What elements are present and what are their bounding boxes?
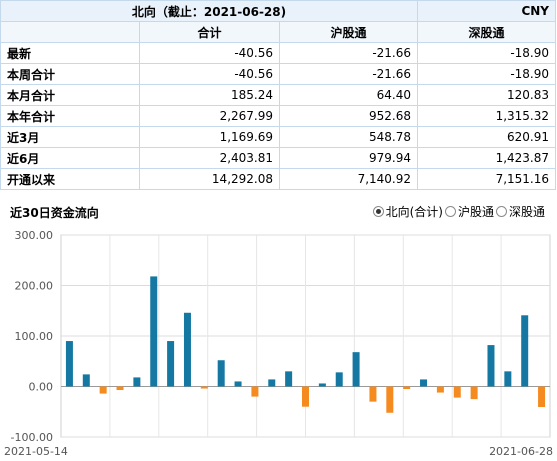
radio-selected-icon [372,206,384,217]
series-radio-group: 北向(合计) 沪股通 深股通 [372,203,545,220]
column-header-total: 合计 [139,21,280,43]
flow-bar [352,352,360,387]
flow-bar [403,386,411,390]
flow-bar [504,371,512,387]
total-value: -40.56 [139,42,280,64]
total-value: 1,169.69 [139,126,280,148]
table-row: 近3月 1,169.69 548.78 620.91 [0,126,556,148]
radio-shenzhen-connect[interactable]: 深股通 [495,203,545,220]
radio-shanghai-connect[interactable]: 沪股通 [444,203,494,220]
total-value: 2,403.81 [139,147,280,169]
row-label: 本年合计 [0,105,140,127]
shenzhen-value: 1,423.87 [417,147,556,169]
column-header-row: 合计 沪股通 深股通 [0,21,556,43]
corner-cell [0,21,140,43]
flow-bar [335,372,343,387]
flow-bar [318,383,326,387]
column-header-shenzhen: 深股通 [417,21,556,43]
shanghai-value: 64.40 [279,84,418,106]
y-tick-label: -100.00 [11,431,53,444]
table-row: 开通以来 14,292.08 7,140.92 7,151.16 [0,168,556,190]
shanghai-value: 548.78 [279,126,418,148]
y-tick-label: 100.00 [15,330,54,343]
flow-bar [420,379,428,387]
row-label: 本周合计 [0,63,140,85]
shanghai-value: -21.66 [279,42,418,64]
radio-label: 北向(合计) [385,205,443,219]
flow-bar [133,377,141,387]
shenzhen-value: 120.83 [417,84,556,106]
x-start-label: 2021-05-14 [4,445,68,458]
flow-bar [251,386,259,397]
row-label: 开通以来 [0,168,140,190]
table-row: 本年合计 2,267.99 952.68 1,315.32 [0,105,556,127]
flow-bar [285,371,293,387]
y-tick-label: 200.00 [15,280,54,293]
shenzhen-value: 620.91 [417,126,556,148]
x-end-label: 2021-06-28 [489,445,553,458]
flow-bar [453,386,461,398]
flow-bar [234,381,242,387]
chart-header: 近30日资金流向 北向(合计) 沪股通 深股通 [0,198,557,224]
row-label: 本月合计 [0,84,140,106]
flow-bar [268,379,276,387]
shanghai-value: -21.66 [279,63,418,85]
row-label: 近3月 [0,126,140,148]
flow-bar [302,386,309,407]
shanghai-value: 7,140.92 [279,168,418,190]
flow-bar [167,341,175,387]
shenzhen-value: -18.90 [417,63,556,85]
row-label: 最新 [0,42,140,64]
total-value: 2,267.99 [139,105,280,127]
flow-bar [65,341,73,387]
flow-bar [116,386,124,391]
title-row: 北向（截止：2021-06-28) CNY [0,0,556,22]
total-value: 14,292.08 [139,168,280,190]
flow-bar [150,276,158,387]
flow-bar [436,386,444,393]
table-row: 本周合计 -40.56 -21.66 -18.90 [0,63,556,85]
row-label: 近6月 [0,147,140,169]
shenzhen-value: 7,151.16 [417,168,556,190]
table-row: 最新 -40.56 -21.66 -18.90 [0,42,556,64]
total-value: -40.56 [139,63,280,85]
radio-unselected-icon [495,206,507,217]
chart-title: 近30日资金流向 [10,206,99,220]
column-header-shanghai: 沪股通 [279,21,418,43]
flow-bar [200,386,208,389]
shanghai-value: 979.94 [279,147,418,169]
flow-bar [217,360,225,387]
radio-label: 沪股通 [457,205,494,219]
y-tick-label: 0.00 [29,381,54,394]
total-value: 185.24 [139,84,280,106]
shenzhen-value: 1,315.32 [417,105,556,127]
panel-title: 北向（截止：2021-06-28) [0,0,418,22]
flow-bar [183,312,191,387]
flow-bar [369,386,377,402]
radio-label: 深股通 [508,205,545,219]
table-row: 本月合计 185.24 64.40 120.83 [0,84,556,106]
flow-bar [386,386,394,413]
table-row: 近6月 2,403.81 979.94 1,423.87 [0,147,556,169]
shanghai-value: 952.68 [279,105,418,127]
flow-bar [82,374,90,387]
y-tick-label: 300.00 [15,229,54,242]
flow-bar [487,345,495,387]
radio-northbound-total[interactable]: 北向(合计) [372,203,443,220]
shenzhen-value: -18.90 [417,42,556,64]
flow-bar [99,386,107,394]
flow-bar [470,386,478,400]
flow-summary-table: 北向（截止：2021-06-28) CNY 合计 沪股通 深股通 最新 -40.… [0,0,556,190]
flow-bar [521,315,529,387]
currency-label: CNY [417,0,556,22]
radio-unselected-icon [444,206,456,217]
flow-bar [538,386,546,407]
